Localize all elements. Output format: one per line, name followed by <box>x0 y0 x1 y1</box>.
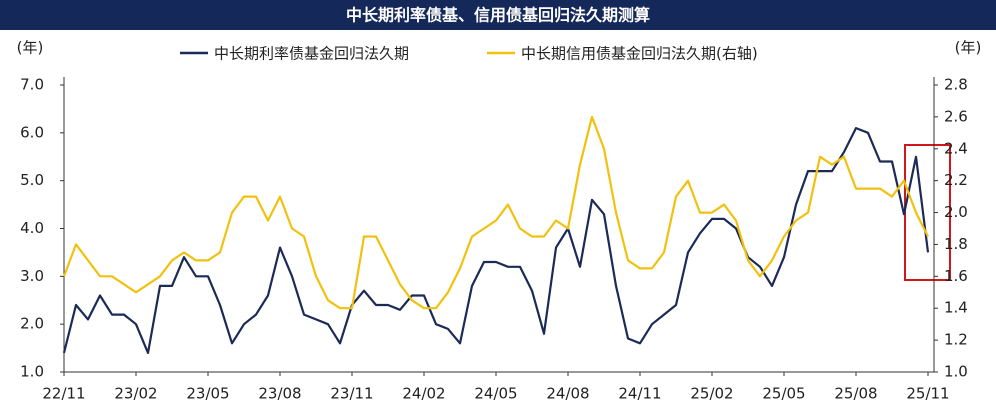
series-line <box>62 115 929 310</box>
x-tick-label: 25/08 <box>834 385 877 403</box>
x-tick-label: 25/02 <box>690 385 733 403</box>
x-tick-label: 24/05 <box>474 385 517 403</box>
legend-label: 中长期信用债基金回归法久期(右轴) <box>521 45 758 63</box>
chart-title: 中长期利率债基、信用债基回归法久期测算 <box>346 6 650 25</box>
y2-axis-unit: (年) <box>955 39 982 57</box>
x-tick-label: 24/11 <box>618 385 661 403</box>
x-tick-label: 22/11 <box>42 385 85 403</box>
y2-tick-label: 2.4 <box>944 139 968 157</box>
x-tick-label: 23/02 <box>114 385 157 403</box>
y-tick-label: 7.0 <box>20 76 44 94</box>
y2-tick-label: 1.4 <box>944 299 968 317</box>
x-tick-label: 23/05 <box>186 385 229 403</box>
x-tick-label: 25/05 <box>762 385 805 403</box>
x-tick-label: 23/11 <box>330 385 373 403</box>
y-tick-label: 2.0 <box>20 315 44 333</box>
y-tick-label: 5.0 <box>20 171 44 189</box>
y2-tick-label: 2.2 <box>944 171 968 189</box>
y2-tick-label: 2.6 <box>944 107 968 125</box>
x-tick-label: 25/11 <box>906 385 949 403</box>
y-axis-unit: (年) <box>17 39 44 57</box>
y2-tick-label: 1.2 <box>944 331 968 349</box>
y-tick-label: 6.0 <box>20 123 44 141</box>
y2-tick-label: 1.8 <box>944 235 968 253</box>
y-tick-label: 3.0 <box>20 267 44 285</box>
series-line <box>62 127 930 354</box>
y2-tick-label: 1.6 <box>944 267 968 285</box>
y2-tick-label: 2.0 <box>944 203 968 221</box>
y2-tick-label: 1.0 <box>944 363 968 381</box>
x-tick-label: 23/08 <box>258 385 301 403</box>
title-bar <box>0 0 996 30</box>
x-tick-label: 24/02 <box>402 385 445 403</box>
y-tick-label: 4.0 <box>20 219 44 237</box>
x-tick-label: 24/08 <box>546 385 589 403</box>
y-tick-label: 1.0 <box>20 363 44 381</box>
legend-label: 中长期利率债基金回归法久期 <box>214 45 409 63</box>
y2-tick-label: 2.8 <box>944 76 968 94</box>
